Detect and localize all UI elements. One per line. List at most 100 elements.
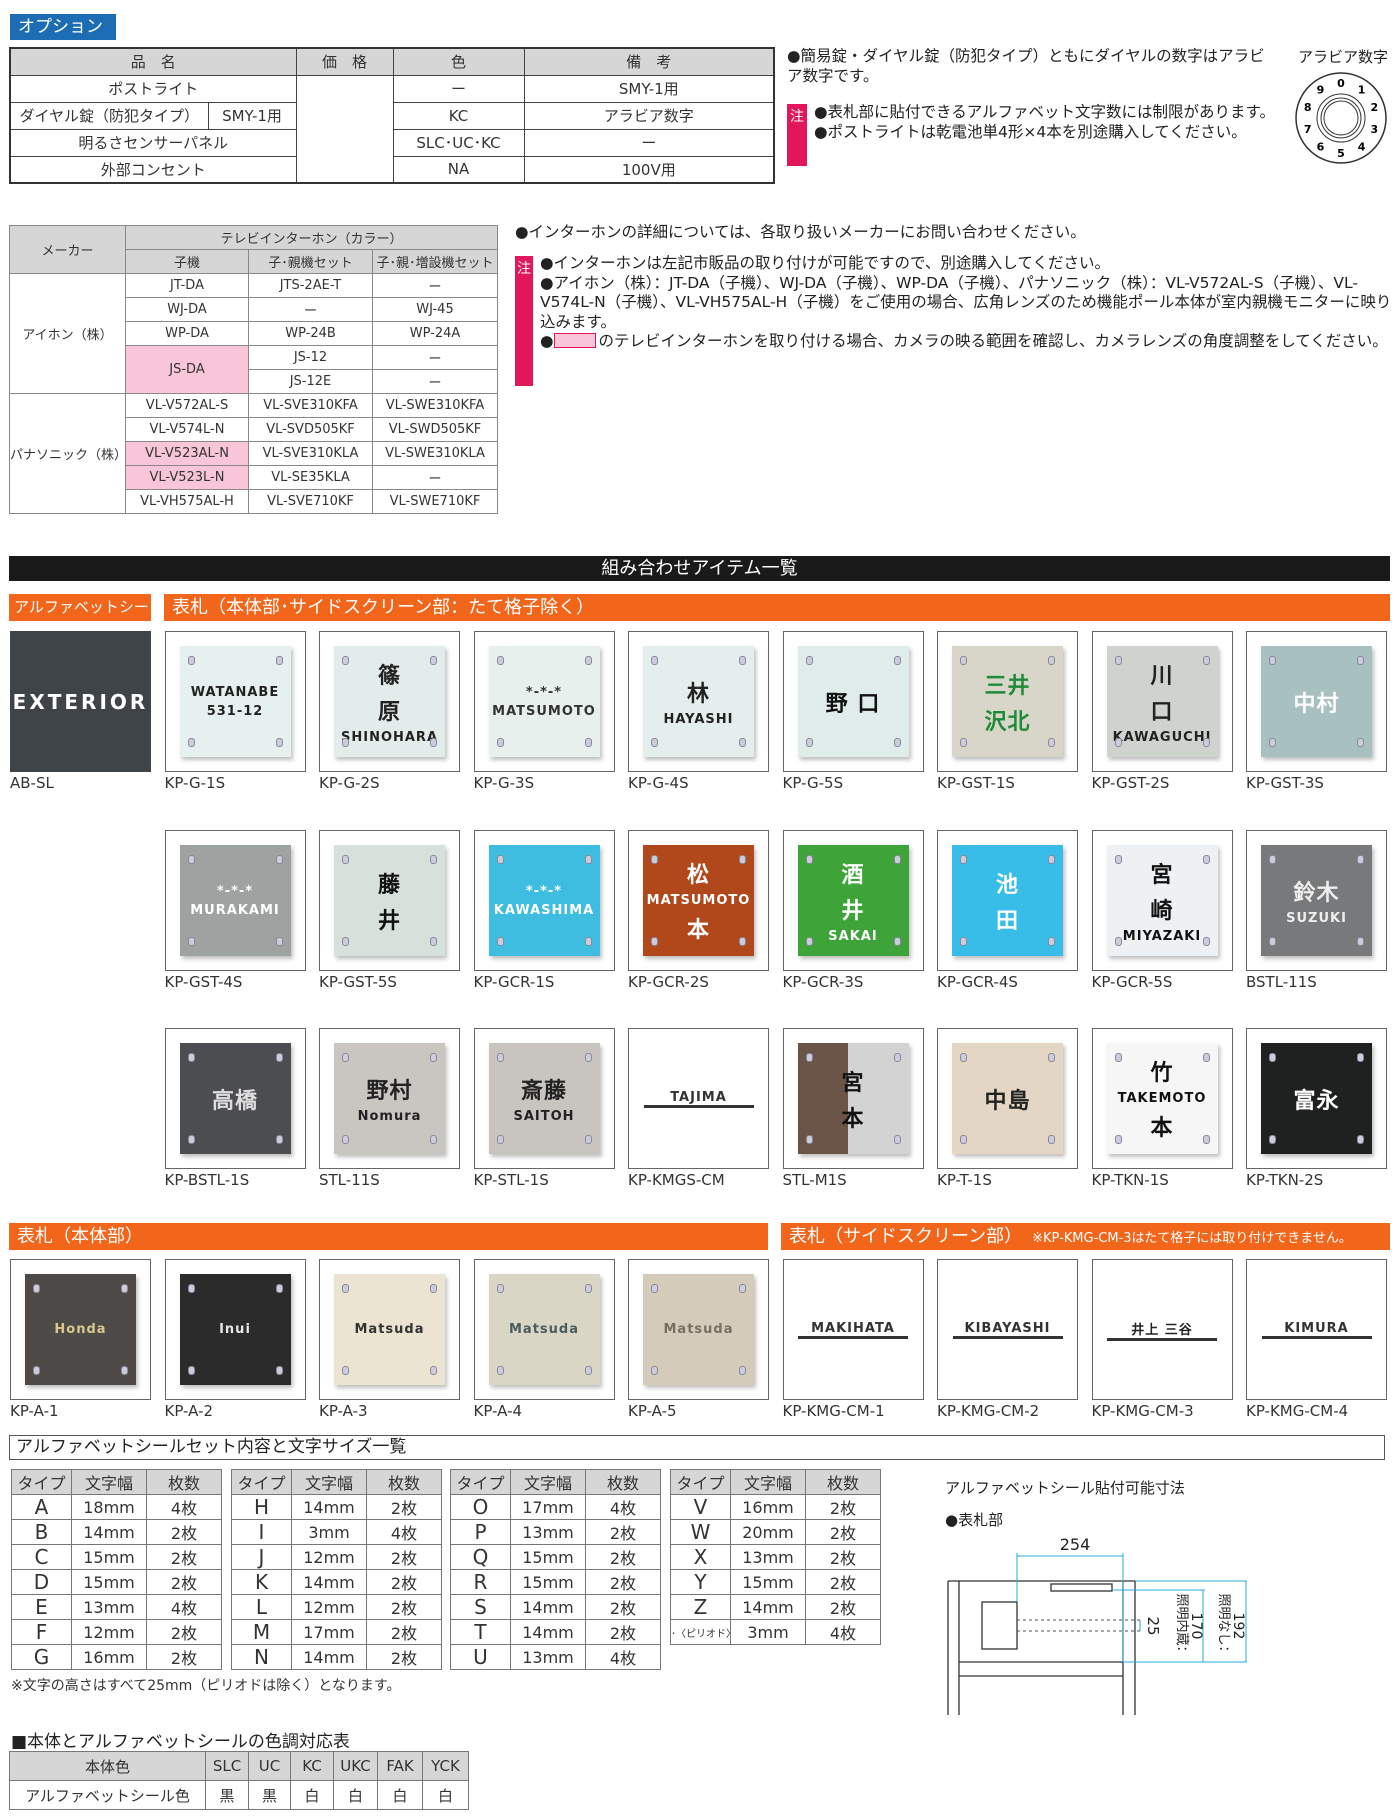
dial-digit: 8	[1304, 101, 1312, 114]
column-header: 枚数	[585, 1469, 661, 1495]
screw-icon	[496, 855, 504, 864]
plate-text: KIMURA	[1284, 1320, 1349, 1336]
alphabet-footnote: ※文字の高さはすべて25mm（ピリオドは除く）となります。	[11, 1678, 401, 1694]
sub-header: 子･親･増設機セット	[371, 249, 499, 274]
screw-icon	[430, 1135, 437, 1144]
product-tile[interactable]: 野 口	[782, 631, 924, 772]
product-image: *-*-* KAWASHIMA	[488, 845, 600, 956]
maker-cell: アイホン（株）	[9, 273, 126, 394]
product-tile[interactable]: 松 MATSUMOTO 本	[628, 830, 769, 971]
screw-icon	[342, 738, 349, 747]
product-tile[interactable]: *-*-* MURAKAMI	[164, 830, 306, 971]
product-tile[interactable]: 池田	[937, 830, 1078, 971]
letter-width: 12mm	[291, 1594, 367, 1620]
product-tile[interactable]: KIMURA	[1246, 1259, 1387, 1400]
product-code: KP-BSTL-1S	[164, 1171, 250, 1189]
plate-text: 531-12	[206, 703, 264, 719]
column-header: タイプ	[670, 1469, 731, 1495]
letter-width: 14mm	[71, 1519, 147, 1545]
plate-text: *-*-*	[525, 684, 563, 700]
options-cautions: ●表札部に貼付できるアルファベット文字数には制限があります。 ●ポストライトは乾…	[814, 102, 1284, 142]
product-tile[interactable]: 富永	[1246, 1028, 1387, 1169]
screw-icon	[187, 656, 195, 665]
product-tile[interactable]: 川口 KAWAGUCHI	[1091, 631, 1233, 772]
table-row: F 12mm 2枚	[11, 1619, 222, 1645]
product-tile[interactable]: TAJIMA	[628, 1028, 769, 1169]
intercom-cautions: ●インターホンは左記市販品の取り付けが可能ですので、別途購入してください。 ●ア…	[540, 254, 1398, 352]
intercom-note: ●インターホンの詳細については、各取り扱いメーカーにお問い合わせください。	[515, 223, 1086, 241]
product-code: KP-KMG-CM-4	[1246, 1402, 1349, 1420]
screw-icon	[805, 937, 813, 946]
plate-text: 野 口	[825, 691, 881, 717]
product-tile[interactable]: Matsuda	[319, 1259, 460, 1400]
product-tile[interactable]: Inui	[164, 1259, 306, 1400]
product-code: STL-11S	[319, 1171, 380, 1189]
letter-width: 15mm	[730, 1569, 806, 1595]
product-tile[interactable]: 野村 Nomura	[319, 1028, 460, 1169]
product-tile[interactable]: MAKIHATA	[782, 1259, 924, 1400]
letter-count: 4枚	[146, 1594, 222, 1620]
model-cell: ー	[371, 465, 499, 490]
header-nameplate: 表札（本体部･サイドスクリーン部：たて格子除く）	[164, 594, 1390, 621]
model-cell: JS-12	[248, 345, 373, 370]
product-tile[interactable]: 酒井 SAKAI	[782, 830, 924, 971]
product-tile[interactable]: 鈴木 SUZUKI	[1246, 830, 1387, 971]
product-tile[interactable]: 宮本	[782, 1028, 924, 1169]
product-tile[interactable]: *-*-* MATSUMOTO	[473, 631, 615, 772]
screw-icon	[651, 656, 658, 665]
product-code: KP-G-1S	[164, 774, 226, 792]
column-header: 文字幅	[730, 1469, 806, 1495]
table-row: ･〈ピリオド〉 3mm 4枚	[670, 1619, 881, 1645]
dial-digit: 4	[1358, 140, 1366, 153]
product-tile[interactable]: WATANABE 531-12	[164, 631, 306, 772]
letter-width: 12mm	[291, 1544, 367, 1570]
product-tile[interactable]: KIBAYASHI	[937, 1259, 1078, 1400]
screw-icon	[739, 1284, 746, 1293]
product-tile[interactable]: Honda	[10, 1259, 151, 1400]
product-tile[interactable]: 藤井	[319, 830, 460, 971]
letter-width: 14mm	[510, 1619, 586, 1645]
product-image: 野 口	[797, 646, 909, 757]
product-tile[interactable]: 林 HAYASHI	[628, 631, 769, 772]
product-tile[interactable]: 宮崎 MIYAZAKI	[1091, 830, 1233, 971]
screw-icon	[275, 1053, 283, 1062]
product-code: KP-G-2S	[319, 774, 380, 792]
product-tile[interactable]: 三井 沢北	[937, 631, 1078, 772]
product-tile[interactable]: Matsuda	[473, 1259, 615, 1400]
letter-width: 12mm	[71, 1619, 147, 1645]
product-tile[interactable]: 井上 三谷	[1091, 1259, 1233, 1400]
screw-icon	[342, 1053, 349, 1062]
letter-count: 2枚	[585, 1619, 661, 1645]
product-image: Matsuda	[643, 1274, 754, 1385]
product-tile[interactable]: EXTERIOR	[10, 631, 151, 772]
letter-count: 2枚	[805, 1494, 881, 1520]
group-header: テレビインターホン（カラー）	[124, 225, 499, 250]
product-tile[interactable]: 中島	[937, 1028, 1078, 1169]
product-tile[interactable]: 竹 TAKEMOTO 本	[1091, 1028, 1233, 1169]
maker-header: メーカー	[9, 225, 126, 274]
product-code: BSTL-11S	[1246, 973, 1317, 991]
screw-icon	[1202, 937, 1210, 946]
option-color: NA	[392, 155, 525, 184]
sub-header: 子機	[125, 249, 249, 274]
product-tile[interactable]: *-*-* KAWASHIMA	[473, 830, 615, 971]
product-code: KP-GCR-2S	[628, 973, 709, 991]
product-image: 富永	[1261, 1043, 1372, 1154]
product-tile[interactable]: 斎藤 SAITOH	[473, 1028, 615, 1169]
screw-icon	[121, 1284, 128, 1293]
screw-icon	[893, 1053, 901, 1062]
screw-icon	[584, 656, 592, 665]
product-tile[interactable]: Matsuda	[628, 1259, 769, 1400]
screw-icon	[430, 855, 437, 864]
plate-text: KAWAGUCHI	[1112, 730, 1212, 745]
product-tile[interactable]: 中村	[1246, 631, 1387, 772]
product-image: Matsuda	[488, 1274, 600, 1385]
screw-icon	[1114, 656, 1122, 665]
bar-icon	[952, 1335, 1063, 1339]
model-cell: VL-SVE310KFA	[248, 393, 373, 418]
product-tile[interactable]: 高橋	[164, 1028, 306, 1169]
product-tile[interactable]: 篠原 SHINOHARA	[319, 631, 460, 772]
options-table: 品 名価 格色備 考 ポストライトー SMY-1用 ダイヤル錠（防犯タイプ） SMY…	[9, 47, 776, 184]
screw-icon	[805, 855, 813, 864]
product-image: 宮崎 MIYAZAKI	[1106, 845, 1218, 956]
